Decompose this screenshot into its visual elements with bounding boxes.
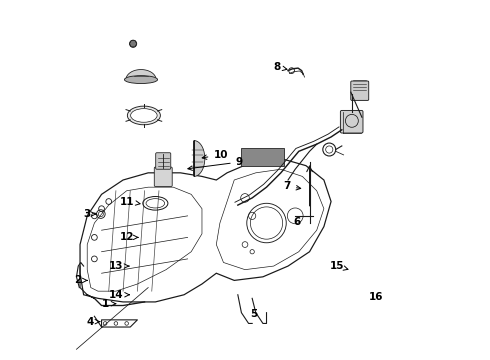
FancyBboxPatch shape bbox=[156, 153, 171, 169]
Text: 14: 14 bbox=[109, 290, 129, 300]
Text: 4: 4 bbox=[86, 317, 99, 327]
Text: 13: 13 bbox=[109, 261, 129, 271]
Text: 5: 5 bbox=[250, 310, 257, 319]
Text: 10: 10 bbox=[202, 150, 228, 160]
Ellipse shape bbox=[127, 106, 160, 125]
Polygon shape bbox=[129, 41, 137, 47]
Text: 15: 15 bbox=[330, 261, 348, 271]
Text: 12: 12 bbox=[120, 232, 138, 242]
Polygon shape bbox=[194, 140, 205, 176]
Text: 16: 16 bbox=[368, 292, 383, 302]
Text: 7: 7 bbox=[284, 181, 301, 192]
Circle shape bbox=[129, 40, 137, 47]
Polygon shape bbox=[126, 69, 156, 80]
Ellipse shape bbox=[131, 109, 157, 122]
Text: 1: 1 bbox=[102, 299, 116, 309]
Text: 2: 2 bbox=[74, 275, 87, 285]
Text: 11: 11 bbox=[120, 197, 140, 207]
Text: 8: 8 bbox=[273, 62, 287, 72]
FancyBboxPatch shape bbox=[154, 167, 172, 186]
Polygon shape bbox=[242, 148, 285, 166]
Text: 3: 3 bbox=[83, 209, 96, 219]
Text: 9: 9 bbox=[188, 157, 243, 170]
FancyBboxPatch shape bbox=[341, 111, 363, 133]
FancyBboxPatch shape bbox=[351, 81, 368, 100]
Text: 6: 6 bbox=[294, 217, 301, 227]
Ellipse shape bbox=[124, 76, 158, 84]
